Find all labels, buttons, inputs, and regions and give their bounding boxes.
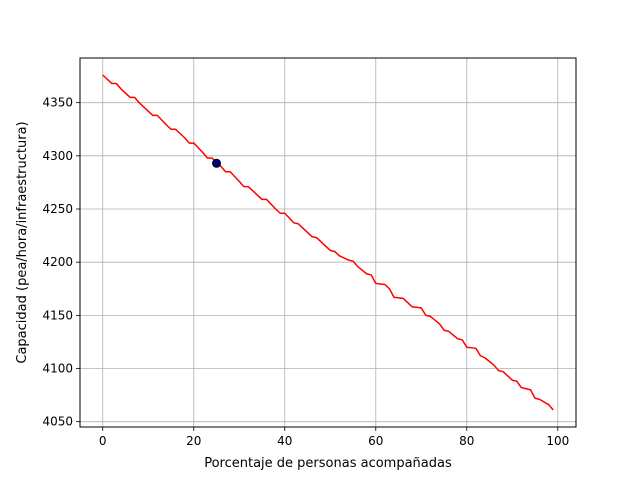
y-tick-label: 4100 (42, 362, 73, 376)
y-axis-label: Capacidad (pea/hora/infraestructura) (15, 121, 30, 363)
y-tick-label: 4300 (42, 149, 73, 163)
grid (80, 58, 576, 427)
y-tick-label: 4350 (42, 96, 73, 110)
x-tick-label: 20 (186, 434, 201, 448)
plot-frame (79, 57, 577, 428)
y-tick-label: 4050 (42, 415, 73, 429)
y-tick-label: 4200 (42, 255, 73, 269)
x-tick-label: 40 (277, 434, 292, 448)
x-tick-label: 60 (368, 434, 383, 448)
x-axis-label: Porcentaje de personas acompañadas (204, 456, 452, 471)
ticks: 0 20 40 60 80 100 4050 4100 4150 4200 4250 4300 4350 (42, 96, 569, 448)
series-line (102, 74, 554, 411)
x-tick-label: 100 (546, 434, 569, 448)
highlight-point-marker (212, 158, 222, 168)
x-tick-label: 80 (459, 434, 474, 448)
series-line-layer (102, 74, 554, 411)
y-tick-label: 4250 (42, 202, 73, 216)
y-tick-label: 4150 (42, 308, 73, 322)
x-tick-label: 0 (99, 434, 107, 448)
